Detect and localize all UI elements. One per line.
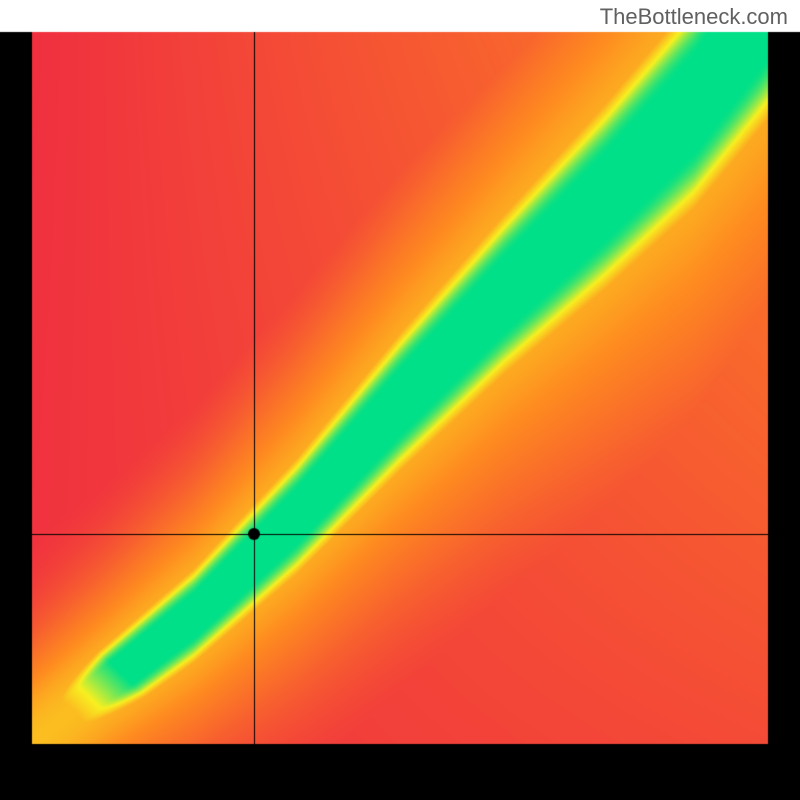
watermark-label: TheBottleneck.com <box>600 4 788 30</box>
chart-container: TheBottleneck.com <box>0 0 800 800</box>
heatmap-canvas <box>0 0 800 800</box>
